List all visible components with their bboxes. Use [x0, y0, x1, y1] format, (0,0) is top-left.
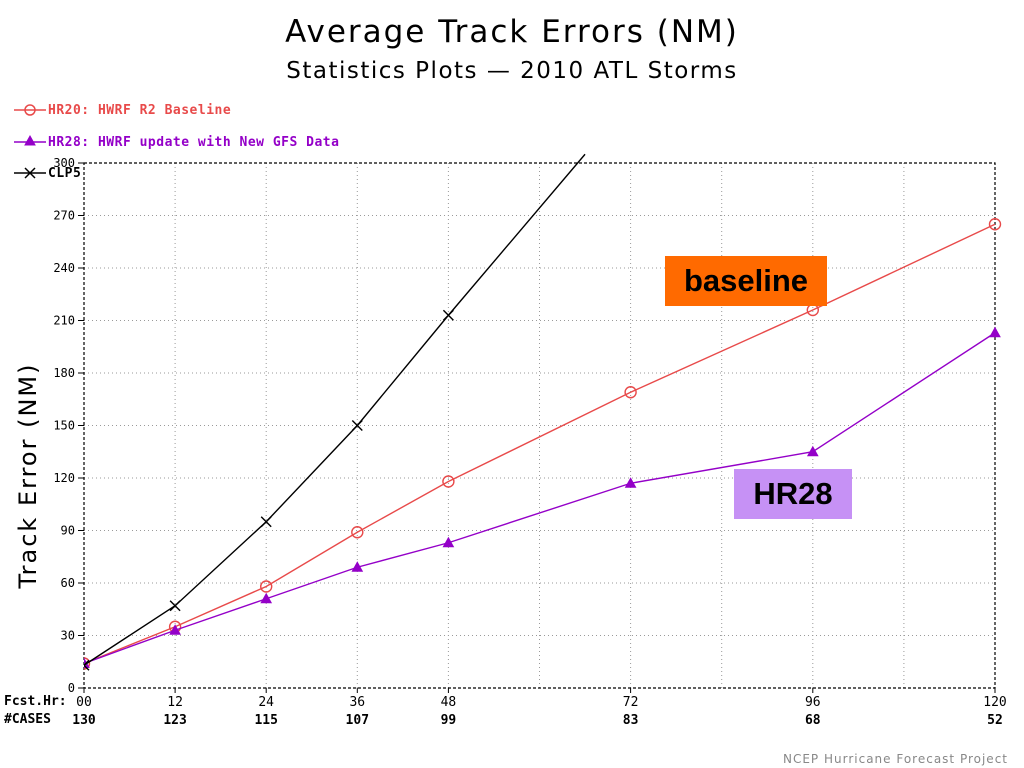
x-tick-label: 120	[983, 695, 1006, 710]
x-tick-label: 12	[167, 695, 183, 710]
case-count-label: 83	[623, 713, 639, 728]
case-count-label: 123	[163, 713, 186, 728]
x-tick-label: 48	[441, 695, 457, 710]
data-point-x	[442, 309, 454, 321]
data-point-circle	[351, 526, 364, 539]
data-point-triangle	[260, 592, 273, 604]
y-tick-label: 120	[53, 471, 75, 485]
legend-item-hr28: HR28: HWRF update with New GFS Data	[14, 133, 339, 151]
case-count-label: 99	[441, 713, 457, 728]
legend-label-hr28: HR28: HWRF update with New GFS Data	[48, 134, 340, 150]
series-line-2	[84, 332, 996, 665]
legend-x-marker-icon	[14, 167, 46, 179]
y-tick-label: 30	[61, 629, 75, 643]
data-point-circle	[260, 580, 273, 593]
data-point-circle	[988, 218, 1002, 231]
y-tick-label: 180	[53, 366, 75, 380]
x-tick-label: 24	[258, 695, 274, 710]
y-tick-label: 210	[53, 314, 75, 328]
data-point-x	[260, 516, 272, 528]
legend-label-clp5: CLP5	[48, 165, 82, 181]
legend-label-hr20: HR20: HWRF R2 Baseline	[48, 102, 232, 118]
y-tick-label: 90	[61, 524, 75, 538]
hr28-callout: HR28	[734, 469, 852, 519]
data-point-circle	[624, 386, 637, 399]
data-point-x	[84, 659, 90, 671]
case-count-label: 68	[805, 713, 821, 728]
data-point-circle	[84, 657, 91, 670]
data-point-triangle	[351, 561, 364, 572]
data-point-x	[351, 420, 363, 431]
data-point-triangle	[442, 536, 455, 548]
series-line-3	[84, 153, 586, 666]
data-point-x	[169, 600, 181, 612]
case-count-label: 130	[72, 713, 96, 728]
baseline-callout: baseline	[665, 256, 827, 306]
plot-frame	[83, 162, 996, 689]
case-count-label: 52	[987, 713, 1003, 728]
series-triangle-group	[84, 326, 1001, 668]
data-point-triangle	[169, 624, 181, 635]
cases-row-label: #CASES	[4, 712, 51, 727]
case-count-label: 107	[346, 713, 369, 728]
y-tick-label: 60	[61, 576, 75, 590]
legend-item-clp5: CLP5	[14, 164, 81, 182]
series-line-1	[84, 223, 996, 665]
y-tick-label: 300	[53, 156, 75, 170]
chart-title: Average Track Errors (NM)	[285, 14, 739, 50]
case-count-label: 115	[254, 713, 277, 728]
y-tick-label: 270	[53, 209, 75, 223]
y-axis-label: Track Error (NM)	[14, 363, 42, 590]
x-tick-label: 36	[349, 695, 365, 710]
data-point-triangle	[989, 326, 1001, 338]
data-point-triangle	[806, 445, 819, 457]
x-tick-label: 00	[76, 695, 92, 710]
legend-item-hr20: HR20: HWRF R2 Baseline	[14, 101, 231, 119]
legend-circle-marker-icon	[14, 104, 46, 116]
fcst-hr-row-label: Fcst.Hr:	[4, 694, 67, 709]
footer-credit: NCEP Hurricane Forecast Project	[782, 752, 1008, 766]
x-tick-label: 72	[623, 695, 639, 710]
series-x-group	[84, 153, 586, 671]
y-tick-label: 0	[68, 681, 75, 695]
data-point-triangle	[624, 477, 637, 488]
series-circle-group	[84, 218, 1002, 670]
data-point-circle	[442, 475, 455, 488]
y-tick-label: 240	[53, 261, 75, 275]
legend-triangle-marker-icon	[14, 134, 46, 146]
y-tick-label: 150	[53, 419, 75, 433]
x-tick-label: 96	[805, 695, 821, 710]
chart-subtitle: Statistics Plots — 2010 ATL Storms	[286, 58, 738, 84]
